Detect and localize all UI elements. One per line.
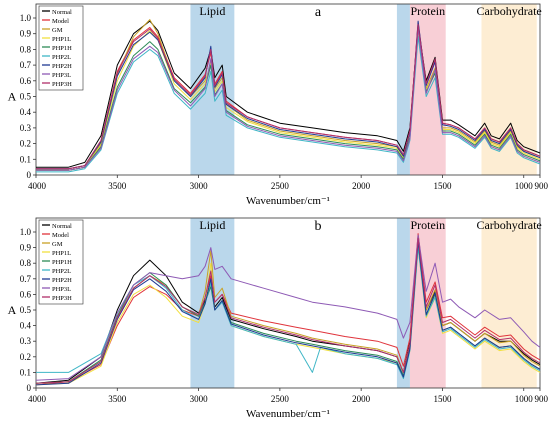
x-tick-label: 1500 (433, 394, 452, 404)
x-tick-label: 2500 (271, 394, 290, 404)
region-label: Carbohydrate (476, 4, 541, 18)
region-label: Protein (410, 218, 445, 232)
series-line-php1h (36, 26, 541, 171)
x-tick-label: 1500 (433, 181, 452, 191)
x-tick-label: 3500 (108, 394, 127, 404)
region-label: Carbohydrate (476, 218, 541, 232)
y-tick-label: 0.5 (20, 305, 32, 315)
x-tick-label: 2000 (352, 394, 371, 404)
legend-label: GM (52, 27, 63, 34)
legend-label: PHP1L (52, 36, 71, 43)
x-tick-label: 1000 (515, 394, 534, 404)
series-line-php3h (35, 237, 541, 384)
y-tick-label: 0.3 (20, 336, 32, 346)
series-line-php2h (35, 240, 541, 386)
y-tick-label: 0.7 (20, 60, 32, 70)
series-line-php3h (36, 23, 541, 170)
legend-label: Normal (52, 223, 72, 230)
legend-label: PHP2L (52, 54, 71, 61)
plot-frame (35, 217, 541, 389)
x-axis-title: Wavenumber/cm⁻¹ (246, 195, 330, 207)
series-line-php3l (36, 28, 541, 171)
legend-label: PHP3H (52, 295, 72, 302)
y-tick-label: 1.0 (20, 227, 32, 237)
series-line-gm (35, 244, 541, 384)
series-line-php2h (36, 20, 541, 170)
y-tick-label: 0.1 (20, 367, 31, 377)
legend-label: PHP3H (52, 81, 72, 88)
x-tick-label: 4000 (28, 181, 47, 191)
legend-label: PHP3L (52, 72, 71, 79)
x-tick-label: 900 (535, 394, 549, 404)
legend-label: PHP1L (52, 250, 71, 257)
series-line-php2l (36, 247, 541, 380)
y-tick-label: 0.7 (20, 274, 32, 284)
region-band (396, 218, 410, 388)
y-axis-title: A (8, 303, 17, 317)
legend-label: GM (52, 241, 63, 248)
y-tick-label: 0 (27, 383, 32, 393)
legend-label: Normal (52, 9, 72, 16)
region-band (396, 4, 410, 175)
y-tick-label: 0.8 (20, 44, 32, 54)
panel-b: Lipid Protein Carbohydrate 0 0.1 0.2 0.3 0.4 0.5… (8, 217, 549, 420)
y-tick-label: 0.1 (20, 154, 31, 164)
region-band (190, 4, 235, 175)
region-label: Lipid (199, 218, 225, 232)
x-tick-label: 3000 (190, 181, 209, 191)
series-line-gm (36, 19, 541, 171)
y-tick-label: 0.6 (20, 289, 32, 299)
series-line-php1l (35, 247, 541, 386)
y-tick-label: 1.0 (20, 13, 32, 23)
legend-label: Model (52, 18, 69, 25)
series-line-normal (35, 239, 541, 384)
y-tick-label: 0.9 (20, 29, 32, 39)
y-tick-label: 0.2 (20, 352, 31, 362)
region-label: Protein (410, 4, 445, 18)
series-line-php3l (35, 234, 541, 381)
region-label: Lipid (199, 4, 225, 18)
y-tick-label: 0.9 (20, 243, 32, 253)
y-tick-label: 0.8 (20, 258, 32, 268)
x-tick-label: 900 (535, 181, 549, 191)
series-line-php2l (36, 36, 541, 173)
series-line-php1l (36, 30, 541, 171)
y-tick-label: 0.4 (20, 107, 32, 117)
x-tick-label: 3500 (108, 181, 127, 191)
legend-label: Model (52, 232, 69, 239)
panel-label: a (315, 5, 322, 20)
x-axis-title: Wavenumber/cm⁻¹ (246, 408, 330, 420)
panel-a: Lipid Protein Carbohydrate 0 0.1 0.2 0.3 0.4 0.5… (8, 3, 549, 207)
series-line-php1h (35, 242, 541, 384)
series-line-model (35, 233, 541, 386)
legend-label: PHP2L (52, 268, 71, 275)
x-tick-label: 2000 (352, 181, 371, 191)
x-tick-label: 2500 (271, 181, 290, 191)
x-tick-label: 1000 (515, 181, 534, 191)
y-axis-title: A (8, 90, 17, 104)
y-tick-label: 0.2 (20, 139, 31, 149)
y-tick-label: 0.6 (20, 76, 32, 86)
y-tick-label: 0.4 (20, 321, 32, 331)
panel-label: b (315, 219, 322, 234)
region-band (481, 4, 537, 175)
region-band (190, 218, 235, 388)
y-tick-label: 0 (27, 170, 32, 180)
legend-label: PHP2H (52, 63, 72, 70)
plot-frame (35, 3, 541, 176)
x-tick-label: 3000 (190, 394, 209, 404)
legend-label: PHP1H (52, 45, 72, 52)
y-tick-label: 0.5 (20, 92, 32, 102)
legend-label: PHP1H (52, 259, 72, 266)
legend-label: PHP2H (52, 277, 72, 284)
y-tick-label: 0.3 (20, 123, 32, 133)
legend-label: PHP3L (52, 286, 71, 293)
x-tick-label: 4000 (28, 394, 47, 404)
region-band (481, 218, 537, 388)
